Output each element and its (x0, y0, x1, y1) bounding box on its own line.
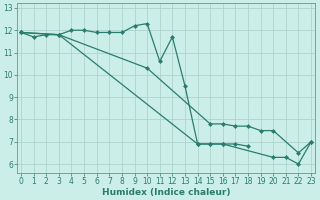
X-axis label: Humidex (Indice chaleur): Humidex (Indice chaleur) (102, 188, 230, 197)
